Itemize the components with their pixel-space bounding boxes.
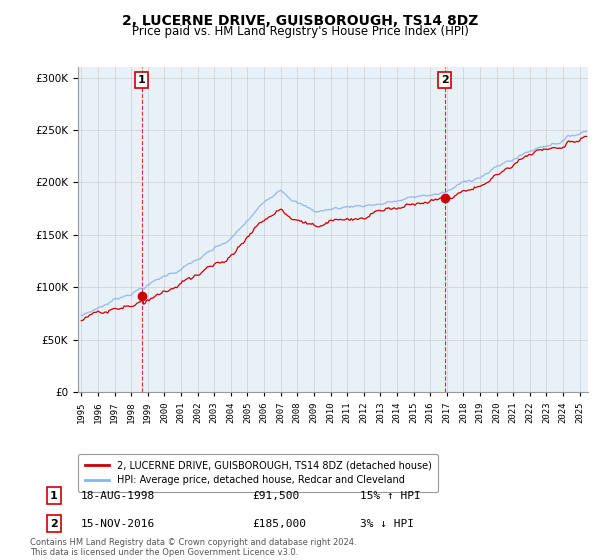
- Text: 1: 1: [138, 75, 146, 85]
- Text: £91,500: £91,500: [252, 491, 299, 501]
- Text: 2: 2: [50, 519, 58, 529]
- Text: 15% ↑ HPI: 15% ↑ HPI: [360, 491, 421, 501]
- Legend: 2, LUCERNE DRIVE, GUISBOROUGH, TS14 8DZ (detached house), HPI: Average price, de: 2, LUCERNE DRIVE, GUISBOROUGH, TS14 8DZ …: [78, 454, 439, 492]
- Text: Price paid vs. HM Land Registry's House Price Index (HPI): Price paid vs. HM Land Registry's House …: [131, 25, 469, 38]
- Text: 15-NOV-2016: 15-NOV-2016: [81, 519, 155, 529]
- Text: £185,000: £185,000: [252, 519, 306, 529]
- Text: 3% ↓ HPI: 3% ↓ HPI: [360, 519, 414, 529]
- Text: Contains HM Land Registry data © Crown copyright and database right 2024.
This d: Contains HM Land Registry data © Crown c…: [30, 538, 356, 557]
- Text: 2, LUCERNE DRIVE, GUISBOROUGH, TS14 8DZ: 2, LUCERNE DRIVE, GUISBOROUGH, TS14 8DZ: [122, 14, 478, 28]
- Text: 1: 1: [50, 491, 58, 501]
- Text: 18-AUG-1998: 18-AUG-1998: [81, 491, 155, 501]
- Text: 2: 2: [441, 75, 449, 85]
